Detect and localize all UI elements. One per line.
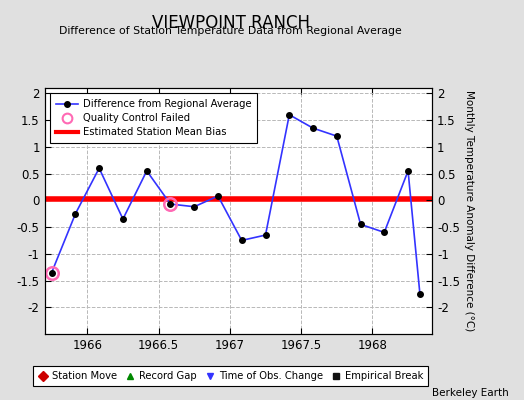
Text: VIEWPOINT RANCH: VIEWPOINT RANCH [151,14,310,32]
Y-axis label: Monthly Temperature Anomaly Difference (°C): Monthly Temperature Anomaly Difference (… [464,90,474,332]
Legend: Difference from Regional Average, Quality Control Failed, Estimated Station Mean: Difference from Regional Average, Qualit… [50,93,257,143]
Text: Berkeley Earth: Berkeley Earth [432,388,508,398]
Legend: Station Move, Record Gap, Time of Obs. Change, Empirical Break: Station Move, Record Gap, Time of Obs. C… [33,366,428,386]
Text: Difference of Station Temperature Data from Regional Average: Difference of Station Temperature Data f… [59,26,402,36]
